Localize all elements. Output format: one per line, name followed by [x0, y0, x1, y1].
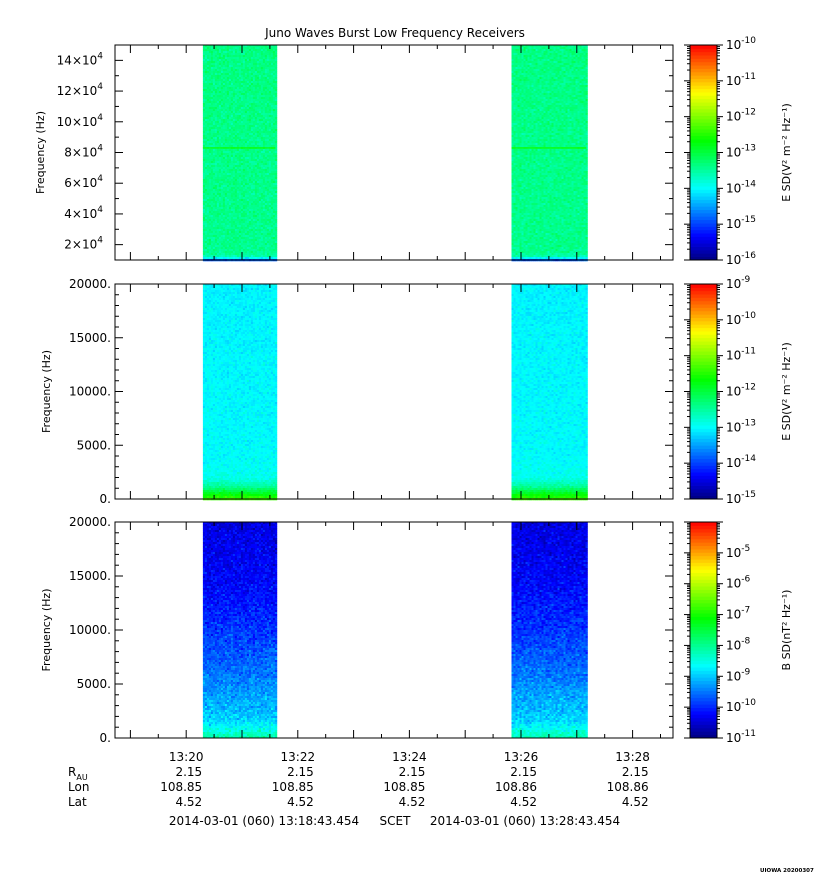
- colorbar-tick-label: 10-8: [726, 636, 751, 652]
- burst-2: [511, 522, 588, 739]
- emission-line: [511, 147, 587, 149]
- footer-stamp: UIOWA 20200307: [760, 868, 814, 874]
- x-tick-label: 13:24: [392, 750, 427, 764]
- colorbar-tick-label: 10-12: [726, 108, 756, 124]
- y-axis-label: Frequency (Hz): [40, 350, 53, 433]
- colorbar-tick-label: 10-10: [726, 698, 756, 714]
- ephemeris-value: 2.15: [287, 765, 314, 779]
- y-tick-label: 20000.: [69, 515, 111, 529]
- colorbar-tick-label: 10-6: [726, 575, 751, 591]
- x-ticks: [129, 522, 661, 738]
- footer-end-time: 2014-03-01 (060) 13:28:43.454: [430, 814, 620, 828]
- ephemeris-value: 2.15: [622, 765, 649, 779]
- y-tick-label: 12×104: [57, 82, 104, 98]
- colorbar-tick-label: 10-12: [726, 383, 756, 399]
- spectrogram-panel-1: 2×104 4×104 6×104 8×104 10×104 12×104 14×104 Fr…: [34, 36, 793, 267]
- y-tick-label: 0.: [100, 731, 111, 745]
- colorbar-tick-label: 10-9: [726, 667, 751, 683]
- colorbar-tick-label: 10-7: [726, 606, 750, 622]
- ephemeris-row-label: Lon: [68, 780, 89, 794]
- burst-2: [511, 45, 588, 262]
- burst-1: [202, 284, 278, 501]
- colorbar-tick-label: 10-13: [726, 144, 756, 160]
- y-tick-label: 20000.: [69, 277, 111, 291]
- plot-area: [115, 45, 673, 260]
- ephemeris-value: 4.52: [287, 795, 314, 809]
- colorbar-tick-label: 10-11: [726, 72, 756, 88]
- y-tick-label: 0.: [100, 492, 111, 506]
- plot-area: [115, 522, 673, 738]
- x-tick-label: 13:22: [281, 750, 316, 764]
- ephemeris-value: 108.85: [272, 780, 314, 794]
- colorbar-label: E SD(V² m⁻² Hz⁻¹): [780, 103, 793, 202]
- y-ticks: [115, 521, 673, 739]
- y-tick-label: 10×104: [57, 113, 104, 129]
- colorbar-tick-label: 10-14: [726, 454, 756, 470]
- ephemeris-row-label: RAU: [68, 765, 88, 782]
- ephemeris-value: 4.52: [622, 795, 649, 809]
- ephemeris-value: 4.52: [399, 795, 426, 809]
- footer-start-time: 2014-03-01 (060) 13:18:43.454: [169, 814, 359, 828]
- footer-scet-label: SCET: [380, 814, 412, 828]
- ephemeris-value: 108.86: [607, 780, 649, 794]
- y-tick-label: 2×104: [64, 236, 103, 252]
- burst-1: [202, 45, 278, 262]
- burst-1: [202, 522, 278, 739]
- burst-2: [511, 284, 588, 501]
- y-tick-label: 8×104: [64, 144, 103, 160]
- y-tick-label: 10000.: [69, 385, 111, 399]
- ephemeris-value: 2.15: [399, 765, 426, 779]
- chart-title: Juno Waves Burst Low Frequency Receivers: [264, 26, 525, 40]
- colorbar-3: 10-5 10-6 10-7 10-8 10-9 10-10 10-11 B SD(nT² H…: [684, 521, 793, 745]
- x-tick-label: 13:20: [169, 750, 204, 764]
- y-tick-label: 10000.: [69, 623, 111, 637]
- y-tick-label: 5000.: [77, 438, 111, 452]
- ephemeris-table: 13:20 13:22 13:24 13:26 13:28 RAU 2.15 2.15 2.15…: [68, 750, 650, 809]
- colorbar-tick-label: 10-13: [726, 418, 756, 434]
- ephemeris-value: 2.15: [175, 765, 202, 779]
- colorbar-label: E SD(V² m⁻² Hz⁻¹): [780, 342, 793, 441]
- emission-line: [202, 147, 276, 149]
- colorbar-tick-label: 10-15: [726, 215, 756, 231]
- y-axis-label: Frequency (Hz): [40, 589, 53, 672]
- y-tick-label: 15000.: [69, 331, 111, 345]
- colorbar-tick-label: 10-10: [726, 36, 756, 52]
- panels: 2×104 4×104 6×104 8×104 10×104 12×104 14×104 Fr…: [34, 36, 793, 745]
- ephemeris-value: 108.85: [383, 780, 425, 794]
- colorbar-tick-label: 10-16: [726, 251, 756, 267]
- y-ticks: [115, 44, 673, 261]
- colorbar-tick-label: 10-14: [726, 179, 756, 195]
- y-tick-label: 5000.: [77, 677, 111, 691]
- colorbar-2: 10-9 10-10 10-11 10-12 10-13 10-14 10-15 E SD(V…: [684, 275, 793, 506]
- ephemeris-value: 108.85: [160, 780, 202, 794]
- x-ticks: [129, 45, 661, 260]
- y-ticks: [115, 283, 673, 500]
- plot-area: [115, 284, 673, 499]
- colorbar-tick-label: 10-11: [726, 347, 756, 363]
- colorbar-1: 10-10 10-11 10-12 10-13 10-14 10-15 10-16 E SD(…: [684, 36, 793, 267]
- colorbar-label: B SD(nT² Hz⁻¹): [780, 590, 793, 671]
- ephemeris-value: 4.52: [175, 795, 202, 809]
- y-tick-label: 4×104: [64, 205, 103, 221]
- x-ticks: [129, 284, 661, 499]
- y-tick-label: 15000.: [69, 569, 111, 583]
- x-tick-label: 13:26: [504, 750, 539, 764]
- colorbar-tick-label: 10-11: [726, 729, 756, 745]
- y-axis-label: Frequency (Hz): [34, 111, 47, 194]
- colorbar-tick-label: 10-15: [726, 490, 756, 506]
- colorbar-tick-label: 10-5: [726, 544, 750, 560]
- ephemeris-value: 108.86: [495, 780, 537, 794]
- ephemeris-value: 4.52: [510, 795, 537, 809]
- spectrogram-panel-2: 0. 5000. 10000. 15000. 20000. Frequency (Hz) 1…: [40, 275, 793, 506]
- ephemeris-value: 2.15: [510, 765, 537, 779]
- y-tick-label: 14×104: [57, 51, 104, 67]
- colorbar-tick-label: 10-9: [726, 275, 751, 291]
- y-tick-label: 6×104: [64, 174, 103, 190]
- ephemeris-row-label: Lat: [68, 795, 87, 809]
- colorbar-tick-label: 10-10: [726, 311, 756, 327]
- spectrogram-panel-3: 0. 5000. 10000. 15000. 20000. Frequency (Hz) 1…: [40, 515, 793, 745]
- x-tick-label: 13:28: [615, 750, 650, 764]
